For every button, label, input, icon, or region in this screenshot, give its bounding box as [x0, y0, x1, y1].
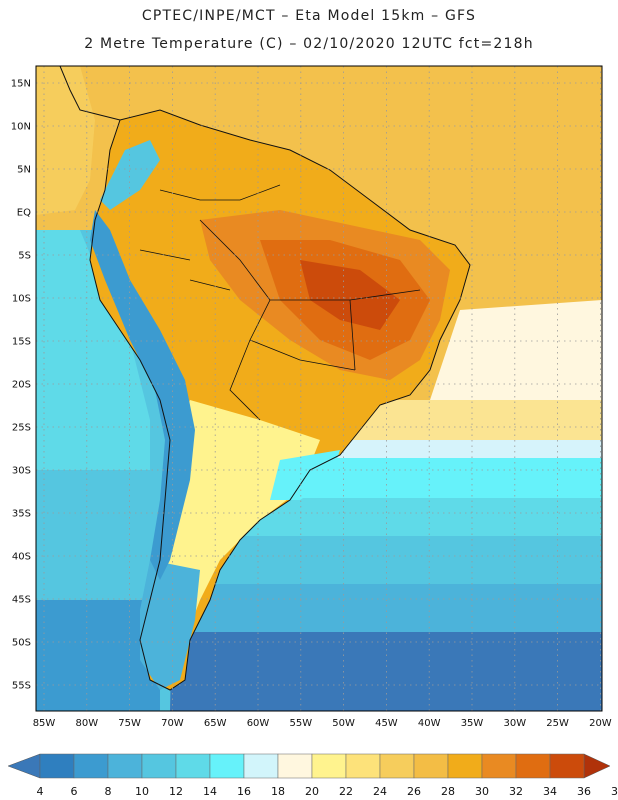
colorbar-segment — [515, 753, 551, 779]
colorbar-label: 8 — [105, 785, 112, 798]
colorbar-label: 4 — [37, 785, 44, 798]
colorbar-label: 26 — [407, 785, 421, 798]
colorbar-segment — [243, 753, 279, 779]
lon-label: 65W — [204, 718, 227, 729]
colorbar-segment — [107, 753, 143, 779]
longitude-labels: 85W 80W 75W 70W 65W 60W 55W 50W 45W 40W 35W 30W 25W 2… — [33, 718, 612, 729]
colorbar-segment — [39, 753, 75, 779]
colorbar-label: 22 — [339, 785, 353, 798]
colorbar-label: 18 — [271, 785, 285, 798]
central-america-coast — [36, 66, 121, 121]
colorbar-label: 20 — [305, 785, 319, 798]
uruguay-cool — [270, 450, 340, 500]
colorbar-segment — [481, 753, 517, 779]
colorbar-segment — [447, 753, 483, 779]
lon-label: 50W — [332, 718, 355, 729]
lon-label: 70W — [161, 718, 184, 729]
colorbar-label: 38 — [611, 785, 618, 798]
lon-label: 25W — [546, 718, 569, 729]
map-frame — [35, 65, 603, 712]
colorbar-segment — [345, 753, 381, 779]
pacific-water-8 — [36, 600, 160, 711]
lon-label: 55W — [289, 718, 312, 729]
colorbar-segment — [141, 753, 177, 779]
colorbar-segment — [379, 753, 415, 779]
colorbar-segment — [209, 753, 245, 779]
colorbar-segment — [175, 753, 211, 779]
colorbar-low-arrow — [7, 753, 41, 779]
map-title-line2: 2 Metre Temperature (C) – 02/10/2020 12U… — [84, 36, 534, 52]
colorbar-segment — [549, 753, 585, 779]
lat-label: 35S — [12, 509, 31, 520]
country-borders — [139, 184, 421, 421]
colorbar-segment — [73, 753, 109, 779]
lat-label: 50S — [12, 638, 31, 649]
colorbar-segment — [277, 753, 313, 779]
lat-label: 5S — [18, 251, 31, 262]
lon-label: 80W — [75, 718, 98, 729]
colorbar-label: 30 — [475, 785, 489, 798]
patagonia-cool — [140, 560, 200, 690]
lon-label: 30W — [503, 718, 526, 729]
colorbar-segment — [311, 753, 347, 779]
colorbar-label: 12 — [169, 785, 183, 798]
colorbar: 4 6 8 10 12 14 16 18 20 22 24 26 28 30 32 34 36 38 — [7, 753, 618, 798]
lat-label: 10S — [12, 294, 31, 305]
lat-label: 5N — [17, 165, 31, 176]
colorbar-high-arrow — [583, 753, 611, 779]
caribbean-water — [36, 66, 95, 215]
map-title-line1: CPTEC/INPE/MCT – Eta Model 15km – GFS — [141, 8, 477, 24]
lat-label: 15N — [11, 79, 31, 90]
lon-label: 20W — [589, 718, 612, 729]
lon-label: 40W — [418, 718, 441, 729]
atlantic-warm-pocket — [430, 300, 602, 400]
lat-label: 45S — [12, 595, 31, 606]
lon-label: 75W — [118, 718, 141, 729]
colorbar-label: 24 — [373, 785, 387, 798]
lat-label: 10N — [11, 122, 31, 133]
graticule — [36, 66, 602, 711]
lat-label: 20S — [12, 380, 31, 391]
latitude-labels: 15N 10N 5N EQ 5S 10S 15S 20S 25S 30S 35S 40S 45S 50S 5… — [11, 79, 31, 692]
lat-label: 15S — [12, 337, 31, 348]
colorbar-segment — [413, 753, 449, 779]
lat-label: 25S — [12, 423, 31, 434]
colorbar-label: 16 — [237, 785, 251, 798]
map-field — [36, 66, 602, 711]
colorbar-label: 36 — [577, 785, 591, 798]
lat-label: EQ — [17, 208, 31, 219]
colorbar-labels: 4 6 8 10 12 14 16 18 20 22 24 26 28 30 32 34 36 38 — [37, 785, 618, 798]
hot-core-36 — [300, 260, 400, 330]
colorbar-segments — [39, 753, 585, 779]
northern-andes — [100, 140, 160, 210]
colorbar-label: 28 — [441, 785, 455, 798]
colorbar-label: 6 — [71, 785, 78, 798]
lon-label: 60W — [247, 718, 270, 729]
lon-label: 35W — [461, 718, 484, 729]
coastline — [89, 109, 471, 691]
colorbar-label: 10 — [135, 785, 149, 798]
colorbar-label: 14 — [203, 785, 217, 798]
andes-ridge — [90, 210, 195, 580]
lat-label: 55S — [12, 681, 31, 692]
lon-label: 85W — [33, 718, 56, 729]
colorbar-label: 34 — [543, 785, 557, 798]
pacific-water-14 — [36, 230, 150, 470]
lat-label: 40S — [12, 552, 31, 563]
lon-label: 45W — [375, 718, 398, 729]
lat-label: 30S — [12, 466, 31, 477]
colorbar-label: 32 — [509, 785, 523, 798]
